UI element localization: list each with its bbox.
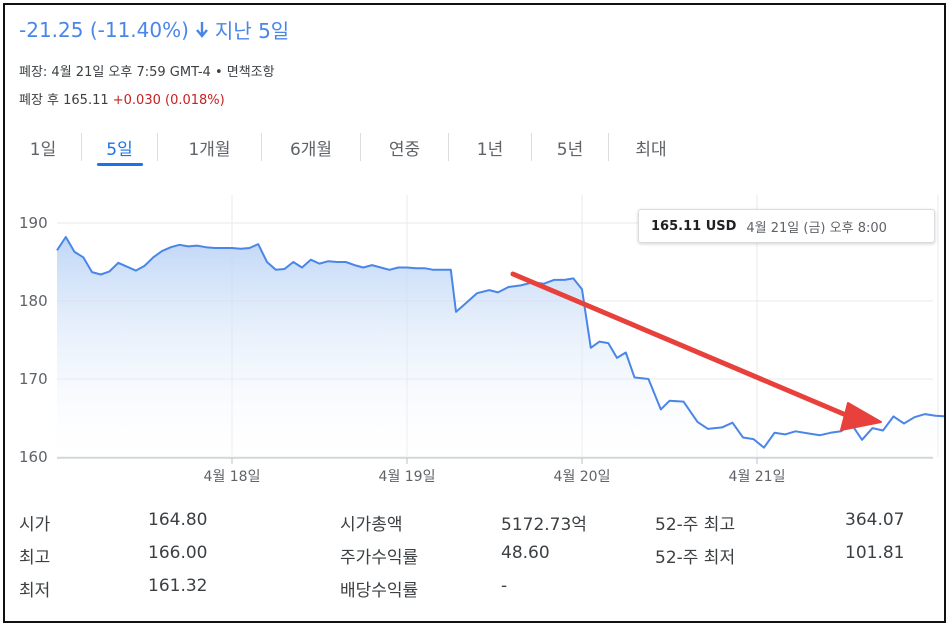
tab-divider [81,133,82,161]
range-tabs: 1일 5일 1개월 6개월 연중 1년 5년 최대 [5,123,693,171]
price-line [56,236,944,449]
tab-divider [360,133,361,161]
stat-label-open: 시가 [19,515,51,535]
tab-ytd[interactable]: 연중 [388,139,421,160]
after-hours-change: +0.030 (0.018%) [112,93,225,108]
tooltip-price: 165.11 USD [651,218,737,234]
stat-label-market-cap: 시가총액 [340,515,403,535]
after-hours-label: 폐장 후 165.11 [19,93,113,108]
stat-label-52w-low: 52-주 최저 [655,548,736,568]
stat-value-dividend-yield: - [501,576,508,596]
stat-value-pe-ratio: 48.60 [501,543,550,563]
price-area-fill [57,237,944,457]
price-change-line: -21.25 (-11.40%) 지난 5일 [19,15,289,44]
stat-value-high: 166.00 [148,543,208,563]
tab-divider [608,133,609,161]
tab-6-month[interactable]: 6개월 [289,139,333,160]
x-tick-label: 4월 21일 [729,469,786,485]
tab-max[interactable]: 최대 [635,139,667,160]
price-change: -21.25 (-11.40%) [19,17,189,42]
x-tick-label: 4월 19일 [379,469,436,485]
tab-divider [448,133,449,161]
stat-value-52w-high: 364.07 [845,510,905,530]
tab-1-year[interactable]: 1년 [476,139,504,160]
price-chart[interactable]: 190 180 170 160 4월 18일 4월 19일 4월 20일 4월 21일 [5,5,944,505]
period-label: 지난 5일 [214,19,290,43]
stat-label-pe-ratio: 주가수익률 [340,548,419,568]
x-tick-label: 4월 18일 [204,469,261,485]
stat-value-52w-low: 101.81 [845,543,905,563]
tab-1-day[interactable]: 1일 [29,139,57,160]
trend-arrow [510,271,856,421]
stock-panel: -21.25 (-11.40%) 지난 5일 폐장: 4월 21일 오후 7:5… [3,3,946,623]
tab-5-day[interactable]: 5일 [82,123,157,171]
stat-label-high: 최고 [19,548,51,568]
tab-divider [157,133,158,161]
tooltip-date: 4월 21일 (금) 오후 8:00 [746,220,887,236]
stat-value-market-cap: 5172.73억 [501,515,587,535]
tab-divider [531,133,532,161]
stat-value-low: 161.32 [148,576,208,596]
hover-tooltip: 165.11 USD 4월 21일 (금) 오후 8:00 [638,209,935,243]
y-tick-label: 160 [19,448,48,466]
arrow-down-icon [196,21,208,38]
tab-divider [261,133,262,161]
after-hours-info: 폐장 후 165.11 +0.030 (0.018%) [19,89,225,108]
stat-value-open: 164.80 [148,510,208,530]
tab-1-month[interactable]: 1개월 [188,139,231,160]
stat-label-low: 최저 [19,581,51,601]
stat-label-dividend-yield: 배당수익률 [340,581,419,601]
stat-label-52w-high: 52-주 최고 [655,515,736,535]
y-tick-label: 190 [19,214,48,232]
tab-5-year[interactable]: 5년 [556,139,584,160]
trend-arrow-head [840,402,882,431]
market-closed-info: 폐장: 4월 21일 오후 7:59 GMT-4 • 면책조항 [19,65,275,80]
y-tick-label: 170 [19,370,48,388]
y-tick-label: 180 [19,292,48,310]
x-tick-label: 4월 20일 [554,469,611,485]
